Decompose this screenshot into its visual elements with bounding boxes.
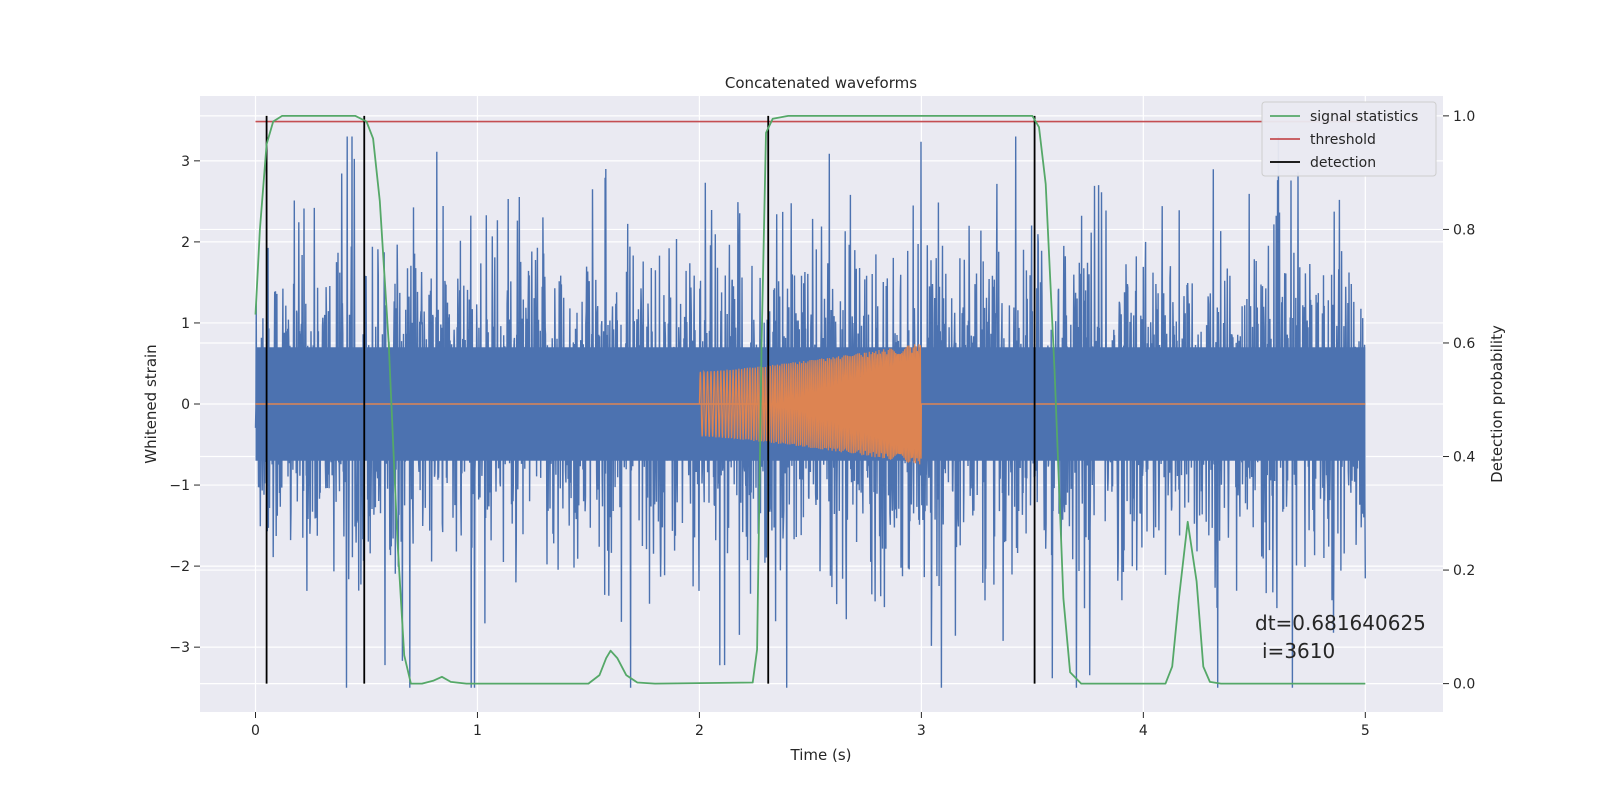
y-left-tick-label: 1 [181, 316, 190, 332]
template-chirp [698, 344, 922, 465]
legend-label-signal-statistics: signal statistics [1310, 109, 1418, 125]
annotation-dt: dt=0.681640625 [1255, 611, 1426, 635]
y-right-tick-label: 1.0 [1453, 109, 1475, 125]
annotation-i: i=3610 [1262, 639, 1335, 663]
x-tick-label: 0 [251, 723, 260, 739]
signal-statistics-line [254, 115, 1366, 685]
y-left-tick-label: −2 [169, 559, 190, 575]
legend-box [1261, 101, 1437, 177]
y-right-tick-label: 0.4 [1453, 450, 1475, 466]
legend-label-detection: detection [1310, 155, 1376, 171]
legend-label-threshold: threshold [1310, 132, 1376, 148]
y-right-tick-label: 0.8 [1453, 222, 1475, 238]
legend: signal statistics threshold detection [1261, 101, 1437, 177]
x-tick-label: 3 [917, 723, 926, 739]
x-axis: 0 1 2 3 4 5 [251, 712, 1370, 739]
x-tick-label: 5 [1361, 723, 1370, 739]
y-axis-right-label: Detection probability [1488, 325, 1506, 483]
x-tick-label: 4 [1139, 723, 1148, 739]
y-axis-left: −3 −2 −1 0 1 2 3 [169, 154, 200, 656]
x-tick-label: 1 [473, 723, 482, 739]
y-left-tick-label: 0 [181, 397, 190, 413]
x-axis-label: Time (s) [790, 746, 852, 764]
y-axis-right: 0.0 0.2 0.4 0.6 0.8 1.0 [1443, 109, 1475, 693]
chart-title: Concatenated waveforms [725, 74, 917, 92]
y-left-tick-label: 3 [181, 154, 190, 170]
y-right-tick-label: 0.0 [1453, 677, 1475, 693]
data-layer [254, 115, 1366, 688]
y-left-tick-label: −3 [169, 640, 190, 656]
y-left-tick-label: 2 [181, 235, 190, 251]
y-right-tick-label: 0.2 [1453, 563, 1475, 579]
x-tick-label: 2 [695, 723, 704, 739]
y-axis-left-label: Whitened strain [142, 344, 160, 463]
y-left-tick-label: −1 [169, 478, 190, 494]
y-right-tick-label: 0.6 [1453, 336, 1475, 352]
